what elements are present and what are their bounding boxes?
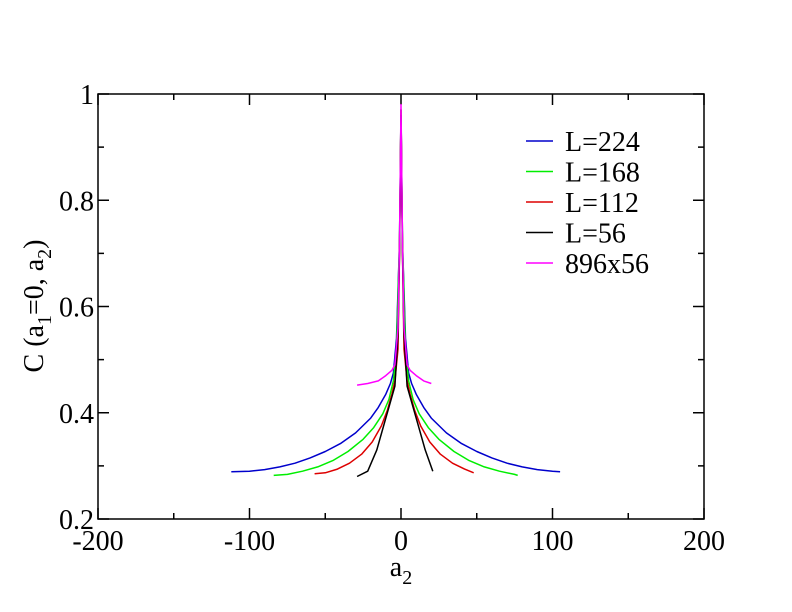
x-tick-label: 100 — [532, 526, 574, 557]
y-tick-label: 0.4 — [59, 399, 94, 430]
y-axis-title: C (a1=0, a2) — [19, 240, 56, 373]
y-axis-title-sub1: 1 — [34, 315, 56, 325]
axis-tick-labels: -200 -100 0 100 200 0.2 0.4 0.6 0.8 1 — [59, 80, 725, 557]
y-tick-label: 0.2 — [59, 505, 94, 536]
legend-label: L=168 — [565, 158, 640, 189]
legend-label: L=224 — [565, 127, 640, 158]
x-tick-label: 0 — [394, 526, 408, 557]
series-line-l-112 — [314, 109, 474, 475]
data-series — [231, 103, 561, 478]
x-axis-title: a2 — [390, 552, 412, 589]
y-tick-label: 1 — [80, 80, 94, 111]
y-axis-title-sub2: 2 — [34, 249, 56, 259]
legend-label: 896x56 — [565, 249, 649, 280]
series-line-896x56 — [356, 103, 432, 386]
legend-label: L=112 — [565, 188, 639, 219]
x-tick-label: 200 — [683, 526, 725, 557]
series-line-l-168 — [273, 109, 518, 477]
series-line-l-224 — [231, 109, 561, 473]
y-axis-title-part1: C (a — [19, 324, 50, 372]
x-tick-label: -200 — [72, 526, 123, 557]
y-tick-label: 0.6 — [59, 293, 94, 324]
series-line-l-56 — [356, 114, 434, 478]
x-axis-title-sub: 2 — [402, 567, 412, 589]
y-axis-title-part2: =0, a — [19, 258, 50, 315]
legend-label: L=56 — [565, 219, 626, 250]
x-tick-label: -100 — [224, 526, 275, 557]
axis-ticks — [97, 93, 705, 520]
y-tick-label: 0.8 — [59, 186, 94, 217]
y-axis-title-part3: ) — [19, 240, 50, 249]
x-axis-title-main: a — [390, 552, 403, 583]
